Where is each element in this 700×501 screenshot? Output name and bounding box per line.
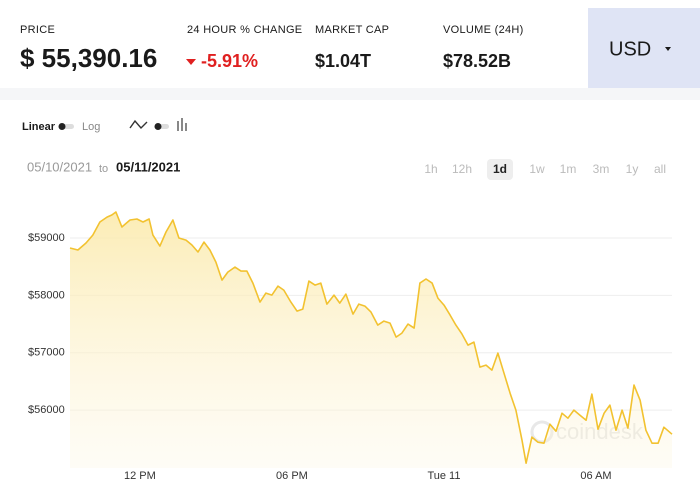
volume: $78.52B — [443, 51, 511, 71]
range-button[interactable]: all — [654, 162, 666, 176]
bars-icon[interactable] — [177, 118, 187, 131]
price-line — [69, 211, 673, 464]
date-separator: to — [99, 163, 108, 175]
stat-label: PRICE — [20, 24, 55, 36]
range-button[interactable]: 3m — [593, 162, 610, 176]
currency-bg — [588, 8, 700, 88]
x-tick-label: 12 PM — [124, 470, 156, 482]
currency-button[interactable]: USD — [588, 8, 700, 88]
currency: USD — [609, 38, 651, 60]
x-tick-label: 06 AM — [580, 470, 611, 482]
stat-label: MARKET CAP — [315, 24, 389, 36]
market-cap: $1.04T — [315, 51, 371, 71]
scale-option[interactable]: Log — [82, 121, 100, 133]
y-tick-label: $56000 — [28, 404, 65, 416]
range-button[interactable]: 12h — [452, 162, 472, 176]
range-button[interactable]: 1d — [493, 162, 507, 176]
range-button[interactable]: 1m — [560, 162, 577, 176]
line-icon[interactable] — [129, 119, 148, 130]
change: -5.91% — [201, 51, 258, 71]
separator — [0, 88, 700, 100]
stat-label: VOLUME (24H) — [443, 24, 524, 36]
x-tick-label: 06 PM — [276, 470, 308, 482]
y-tick-label: $58000 — [28, 289, 65, 301]
scale-option[interactable]: Linear — [22, 121, 56, 133]
x-tick-label: Tue 11 — [427, 470, 460, 482]
range-button[interactable]: 1y — [626, 162, 639, 176]
range-selected-bg — [487, 159, 513, 180]
stat-label: 24 HOUR % CHANGE — [187, 24, 302, 36]
toggle-knob — [58, 123, 66, 130]
y-tick-label: $59000 — [28, 232, 65, 244]
price: $ 55,390.16 — [20, 43, 157, 73]
range-button[interactable]: 1h — [424, 162, 437, 176]
down-arrow — [186, 59, 196, 65]
date-from[interactable]: 05/10/2021 — [27, 159, 92, 174]
toggle-knob — [154, 123, 162, 130]
y-tick-label: $57000 — [28, 347, 65, 359]
caret — [665, 47, 671, 51]
date-to[interactable]: 05/11/2021 — [116, 159, 180, 174]
range-button[interactable]: 1w — [529, 162, 545, 176]
